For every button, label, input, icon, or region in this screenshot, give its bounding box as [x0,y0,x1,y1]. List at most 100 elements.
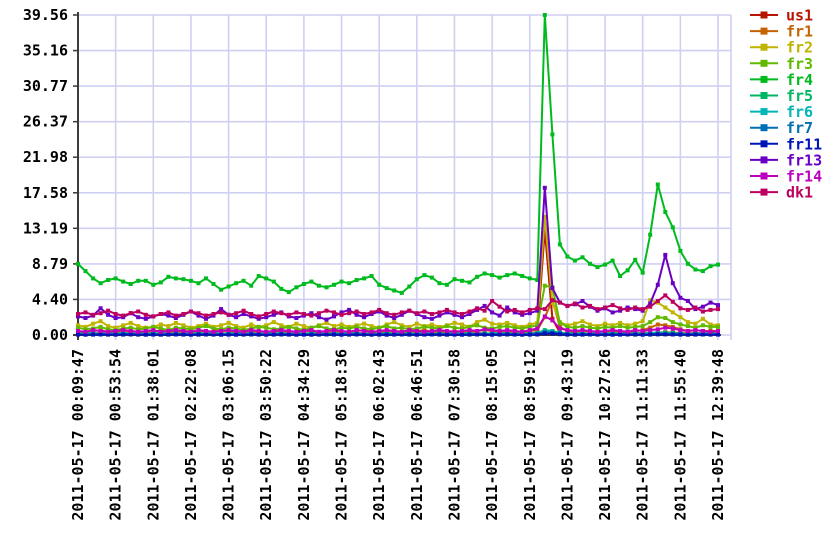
data-point-fr14 [188,329,193,334]
gridlines [73,14,732,340]
x-axis-tick-label: 2011-05-17 12:39:48 [709,349,727,521]
data-point-fr11 [347,332,352,337]
data-point-dk1 [640,307,645,312]
data-point-dk1 [91,312,96,317]
data-point-fr4 [572,258,577,263]
data-point-fr14 [113,329,118,333]
series-line-dk1 [77,294,719,318]
data-point-fr13 [399,312,404,317]
legend-label: fr6 [786,103,813,121]
data-point-fr4 [580,255,585,260]
data-point-dk1 [294,310,299,315]
data-point-fr14 [648,328,653,333]
data-point-fr4 [693,267,698,272]
x-axis-tick-label: 2011-05-17 05:18:36 [333,349,351,521]
y-axis-tick-label: 35.16 [23,42,68,60]
data-point-fr4 [557,242,562,247]
data-point-fr13 [106,312,111,317]
legend-label: fr4 [786,71,813,89]
data-point-fr2 [648,298,653,303]
data-point-dk1 [700,309,705,314]
data-point-dk1 [444,307,449,312]
data-point-fr13 [256,316,261,321]
data-point-dk1 [158,312,163,316]
data-point-fr4 [128,282,133,286]
data-point-fr3 [128,325,133,330]
data-point-fr13 [264,315,269,320]
data-point-fr11 [98,332,103,337]
data-point-fr4 [475,274,480,279]
data-point-fr2 [399,323,404,328]
data-point-fr11 [181,332,186,337]
data-point-fr11 [324,332,329,337]
data-point-fr3 [362,326,367,331]
data-point-fr13 [700,304,705,309]
legend-item-fr2: fr2 [750,39,813,57]
data-point-fr14 [670,326,675,331]
data-point-fr13 [505,305,510,310]
y-axis-tick-label: 26.37 [23,113,68,131]
data-point-fr4 [392,288,397,293]
data-point-fr11 [264,332,269,337]
data-point-fr4 [467,280,472,285]
legend-swatch-marker [760,108,768,116]
legend-item-fr14: fr14 [750,168,822,186]
data-point-fr3 [708,324,713,329]
data-point-dk1 [362,312,367,316]
data-point-fr11 [83,332,88,337]
data-point-fr13 [234,315,239,320]
data-point-fr3 [700,323,705,328]
data-point-fr3 [226,325,231,330]
data-point-fr2 [226,320,231,325]
data-point-fr2 [332,324,336,329]
x-axis-tick-label: 2011-05-17 00:53:54 [107,349,125,521]
data-point-fr11 [377,332,382,337]
data-point-fr14 [700,329,705,333]
x-axis-tick-label: 2011-05-17 06:46:51 [408,349,426,521]
data-point-fr14 [264,329,269,334]
data-point-fr11 [309,332,314,337]
data-point-dk1 [595,307,600,312]
data-point-fr14 [196,328,201,333]
data-point-fr11 [497,332,502,337]
data-point-fr14 [91,328,96,333]
data-point-fr11 [188,332,193,337]
data-point-fr2 [106,324,111,329]
data-point-fr13 [655,282,660,287]
data-point-fr3 [625,325,630,330]
data-point-fr11 [234,332,239,337]
data-point-dk1 [392,312,397,317]
data-point-fr14 [685,329,690,333]
data-point-fr11 [422,332,427,337]
data-point-fr11 [249,332,254,337]
data-point-fr11 [505,332,510,337]
legend-item-fr5: fr5 [750,87,813,105]
data-point-fr13 [76,314,80,319]
legend-label: dk1 [786,184,813,202]
data-point-fr11 [580,332,585,337]
data-point-fr4 [241,278,246,283]
data-point-dk1 [249,312,254,316]
x-axis-tick-label: 2011-05-17 01:38:01 [144,349,162,521]
data-point-fr13 [444,310,449,315]
data-point-dk1 [542,307,547,312]
data-point-fr2 [452,320,457,325]
data-point-fr3 [98,324,103,329]
data-point-fr2 [505,320,510,325]
data-point-fr3 [452,325,457,330]
data-point-fr2 [173,320,178,325]
data-point-dk1 [655,299,660,303]
data-point-fr3 [414,326,419,331]
data-point-fr11 [542,331,547,336]
data-point-fr3 [565,324,570,329]
data-point-fr13 [173,316,178,320]
data-point-fr3 [399,325,404,330]
data-point-fr4 [286,290,291,295]
data-point-dk1 [241,308,246,313]
data-point-fr11 [429,332,434,337]
data-point-fr3 [196,325,201,330]
data-point-fr3 [520,326,525,331]
data-point-fr4 [384,286,389,291]
data-point-fr11 [685,332,690,337]
data-point-fr4 [414,277,419,282]
